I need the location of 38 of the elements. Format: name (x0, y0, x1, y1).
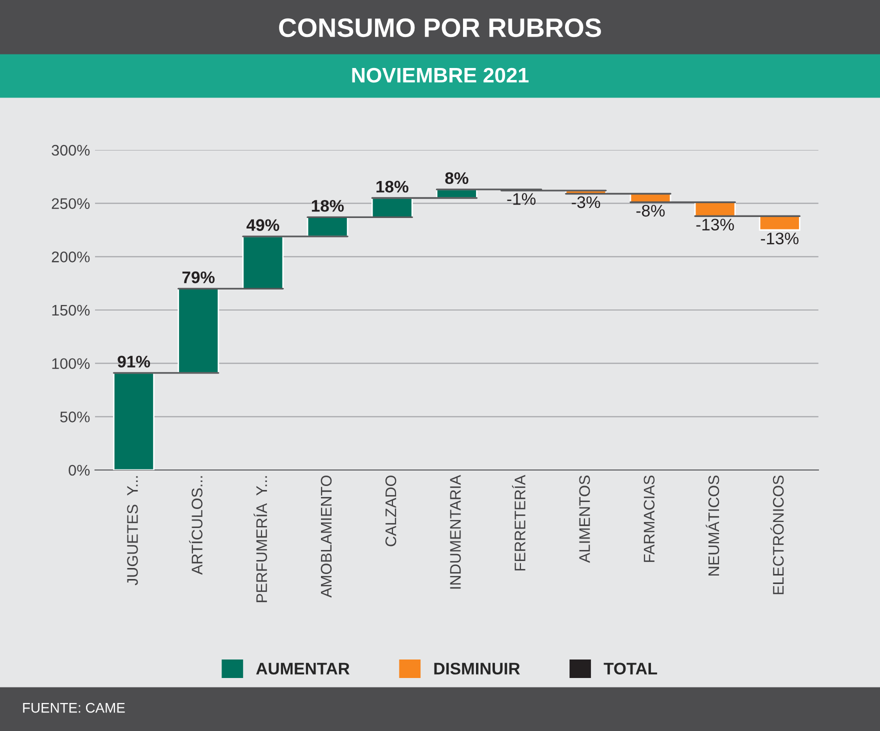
bar (113, 372, 155, 470)
x-tick-label: NEUMÁTICOS (706, 476, 720, 576)
chart-subtitle: NOVIEMBRE 2021 (352, 68, 529, 83)
data-label: 91% (118, 356, 150, 368)
x-tick-label: CALZADO (385, 476, 396, 546)
data-label: -1% (507, 193, 536, 205)
bar (178, 288, 220, 374)
x-tick-label: INDUMENTARIA (450, 474, 461, 589)
y-tick-label: 200% (52, 252, 90, 262)
y-tick-label: 100% (52, 358, 90, 370)
legend-label: DISMINUIR (434, 662, 520, 675)
x-tick-label: JUGUETES Y... (127, 476, 138, 586)
x-tick-label: PERFUMERÍA Y... (254, 476, 268, 602)
y-tick-label: 150% (52, 304, 90, 316)
chart-title: CONSUMO POR RUBROS (279, 18, 601, 38)
data-label: 18% (376, 180, 408, 193)
data-label: -13% (696, 218, 734, 231)
legend-label: TOTAL (604, 662, 658, 675)
x-tick-label: FERRETERÍA (512, 474, 526, 570)
x-tick-label: FARMACIAS (644, 476, 655, 562)
data-label: 8% (445, 172, 468, 184)
x-tick-label: ALIMENTOS (579, 476, 590, 563)
y-tick-label: 50% (60, 412, 90, 422)
source-note: FUENTE: CAME (23, 702, 125, 713)
data-label: -13% (760, 232, 799, 244)
legend-label: AUMENTAR (256, 662, 350, 675)
bar (242, 236, 284, 290)
data-label: 79% (182, 271, 215, 284)
data-label: 18% (312, 200, 344, 212)
y-tick-label: 250% (52, 198, 90, 210)
y-tick-label: 300% (52, 144, 90, 156)
data-label: 49% (246, 219, 280, 231)
x-tick-label: ELECTRÓNICOS (770, 476, 784, 594)
x-tick-label: ARTÍCULOS... (189, 476, 202, 575)
y-tick-label: 0% (68, 464, 90, 476)
data-label: -3% (572, 196, 600, 208)
x-tick-label: AMOBLAMIENTO (320, 476, 332, 598)
data-label: -8% (636, 204, 665, 217)
